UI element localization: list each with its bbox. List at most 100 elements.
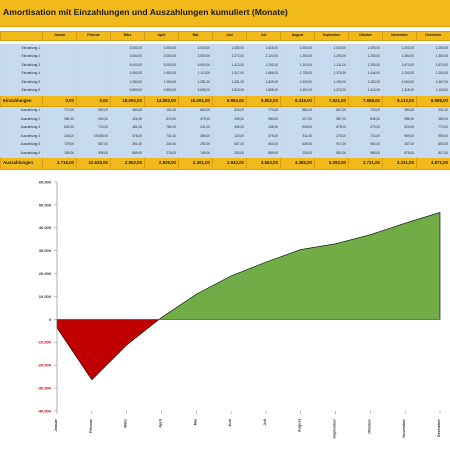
cell[interactable]: 1.350,00 xyxy=(416,52,450,62)
cell[interactable]: 1.000,00 xyxy=(280,43,315,53)
cell[interactable]: 713,00 xyxy=(76,123,111,133)
cell[interactable]: 1.855,00 xyxy=(246,86,281,96)
cell[interactable]: 3.000,00 xyxy=(110,43,145,53)
cell[interactable]: 1.412,00 xyxy=(212,60,247,70)
cell[interactable]: 1.311,00 xyxy=(314,60,349,70)
cell[interactable]: 389,00 xyxy=(416,114,450,124)
cell[interactable]: 770,00 xyxy=(42,106,77,116)
cell[interactable] xyxy=(42,77,77,87)
cell[interactable]: 3.000,00 xyxy=(178,43,213,53)
cell[interactable]: 770,00 xyxy=(246,106,281,116)
cell[interactable]: 249,00 xyxy=(212,114,247,124)
cell[interactable]: 5.000,00 xyxy=(144,60,179,70)
cell[interactable]: 244,00 xyxy=(144,140,179,150)
cell[interactable]: 379,00 xyxy=(178,114,213,124)
cell[interactable]: 784,00 xyxy=(144,123,179,133)
cell[interactable]: 1.113,00 xyxy=(178,69,213,79)
cell[interactable] xyxy=(76,60,111,70)
cell[interactable]: 626,00 xyxy=(280,140,315,150)
cell[interactable]: 151,00 xyxy=(144,106,179,116)
cell[interactable]: 1.444,00 xyxy=(348,69,383,79)
cell[interactable]: 5.092,00 xyxy=(314,157,349,170)
cell[interactable]: 2.391,00 xyxy=(178,157,213,170)
cell[interactable]: 155,00 xyxy=(42,148,77,158)
cell[interactable]: 1.292,00 xyxy=(246,60,281,70)
cell[interactable]: 9.994,00 xyxy=(212,94,247,107)
cell[interactable]: 557,00 xyxy=(76,140,111,150)
cell[interactable]: 8.112,00 xyxy=(382,94,417,107)
cell[interactable]: 3.893,00 xyxy=(110,86,145,96)
cell[interactable]: 19.069,00 xyxy=(76,131,111,141)
cell[interactable]: 1.670,00 xyxy=(382,60,417,70)
cell[interactable]: 1.379,00 xyxy=(314,69,349,79)
cell[interactable]: 1.329,00 xyxy=(280,77,315,87)
cell[interactable]: 18.092,00 xyxy=(110,94,145,107)
cell[interactable]: 1.150,00 xyxy=(348,77,383,87)
cell[interactable] xyxy=(42,43,77,53)
cell[interactable]: 1.250,00 xyxy=(144,77,179,87)
cell[interactable]: 667,00 xyxy=(314,106,349,116)
cell[interactable]: 3.893,00 xyxy=(144,86,179,96)
cell[interactable]: 9.802,00 xyxy=(246,94,281,107)
cell[interactable]: 22.626,00 xyxy=(76,157,111,170)
cell[interactable]: 674,00 xyxy=(144,114,179,124)
cell[interactable]: 5.000,00 xyxy=(110,60,145,70)
cell[interactable]: 878,00 xyxy=(314,123,349,133)
cell[interactable]: 231,00 xyxy=(416,106,450,116)
row-label[interactable]: Auszahlung 4 xyxy=(0,131,43,141)
cell[interactable]: 292,00 xyxy=(178,140,213,150)
cell[interactable]: 1.000,00 xyxy=(348,43,383,53)
row-label[interactable]: Einzahlung 1 xyxy=(0,43,43,53)
cell[interactable]: 1.370,00 xyxy=(314,86,349,96)
cell[interactable]: 351,00 xyxy=(110,140,145,150)
cell[interactable]: 964,00 xyxy=(348,140,383,150)
cell[interactable]: 1.000,00 xyxy=(212,43,247,53)
cell[interactable]: 1.950,00 xyxy=(144,69,179,79)
cell[interactable]: 311,00 xyxy=(280,131,315,141)
cell[interactable]: 773,00 xyxy=(416,123,450,133)
cell[interactable] xyxy=(42,69,77,79)
cell[interactable]: 713,00 xyxy=(348,131,383,141)
row-label[interactable]: Einzahlung 6 xyxy=(0,86,43,96)
cell[interactable]: 507,00 xyxy=(212,140,247,150)
cell[interactable]: 575,00 xyxy=(246,131,281,141)
cell[interactable]: 880,00 xyxy=(280,106,315,116)
cell[interactable]: 918,00 xyxy=(280,123,315,133)
row-label[interactable]: Auszahlung 1 xyxy=(0,106,43,116)
cell[interactable]: 749,00 xyxy=(178,148,213,158)
cell[interactable]: 520,00 xyxy=(382,123,417,133)
cell[interactable]: 1.729,00 xyxy=(280,69,315,79)
cell[interactable] xyxy=(42,60,77,70)
cell[interactable]: 1.950,00 xyxy=(110,69,145,79)
cell[interactable]: 1.670,00 xyxy=(416,60,450,70)
cell[interactable]: 1.290,00 xyxy=(348,60,383,70)
cell[interactable]: 2.839,00 xyxy=(144,157,179,170)
row-label[interactable]: Auszahlung 5 xyxy=(0,140,43,150)
cell[interactable] xyxy=(76,86,111,96)
cell[interactable]: 959,00 xyxy=(416,131,450,141)
cell[interactable]: 950,00 xyxy=(76,106,111,116)
cell[interactable]: 1.815,00 xyxy=(212,86,247,96)
cell[interactable]: 1.250,00 xyxy=(416,43,450,53)
cell[interactable]: 817,00 xyxy=(416,148,450,158)
cell[interactable]: 225,00 xyxy=(280,148,315,158)
cell[interactable]: 14.883,00 xyxy=(144,94,179,107)
cell[interactable]: 1.281,00 xyxy=(178,77,213,87)
row-label[interactable]: Einzahlung 3 xyxy=(0,60,43,70)
cell[interactable]: 275,00 xyxy=(314,131,349,141)
cell[interactable]: 1.467,00 xyxy=(416,77,450,87)
cell[interactable]: 1.200,00 xyxy=(314,52,349,62)
cell[interactable]: 1.686,00 xyxy=(246,69,281,79)
cell[interactable]: 936,00 xyxy=(76,148,111,158)
cell[interactable]: 8.598,00 xyxy=(416,94,450,107)
cell[interactable] xyxy=(76,52,111,62)
cell[interactable] xyxy=(42,86,77,96)
cell[interactable]: 496,00 xyxy=(212,123,247,133)
cell[interactable]: 2.952,00 xyxy=(110,157,145,170)
cell[interactable]: 675,00 xyxy=(110,131,145,141)
cell[interactable]: 2.120,00 xyxy=(246,52,281,62)
cell[interactable]: 275,00 xyxy=(144,148,179,158)
cell[interactable]: 1.615,00 xyxy=(246,43,281,53)
cell[interactable]: 5.000,00 xyxy=(178,60,213,70)
row-label[interactable]: Einzahlung 5 xyxy=(0,77,43,87)
